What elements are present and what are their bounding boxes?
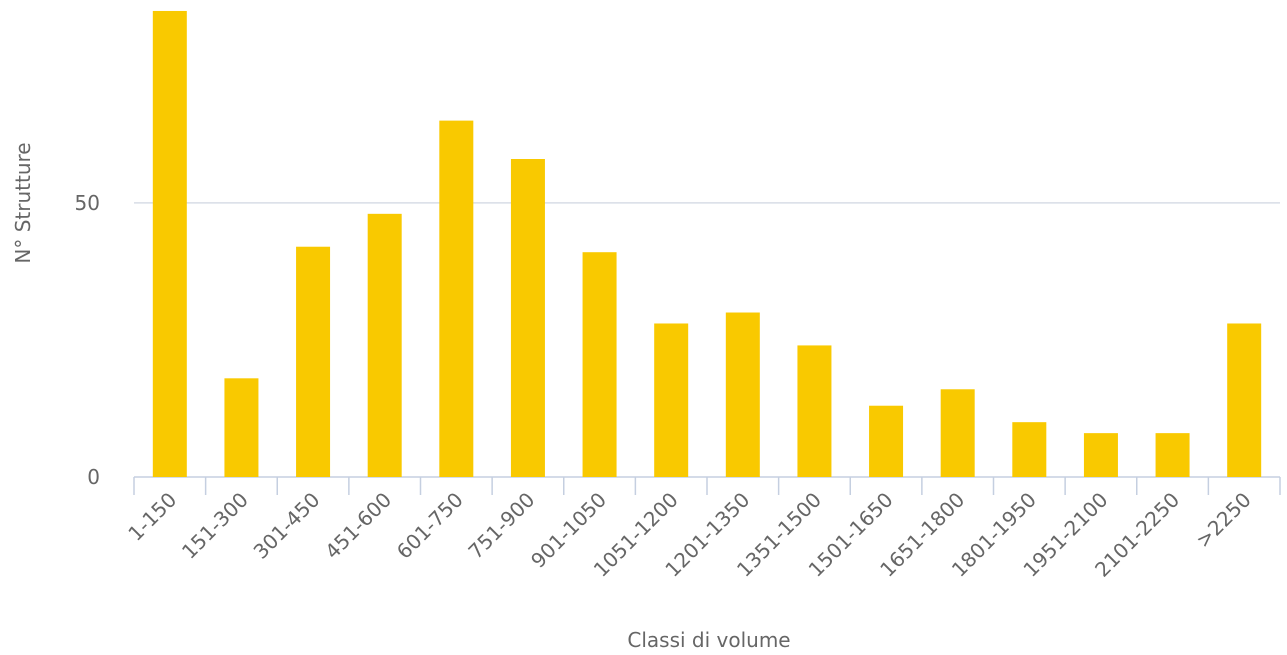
x-tick-label: 601-750 [392, 488, 468, 564]
y-tick-label: 0 [87, 465, 100, 489]
bar [1012, 422, 1047, 477]
bar [367, 213, 402, 478]
bar [1227, 323, 1262, 477]
bar [152, 10, 187, 478]
x-axis-title: Classi di volume [627, 628, 790, 652]
bar [725, 312, 760, 477]
x-tick-label: 1-150 [123, 488, 181, 546]
bar [224, 378, 259, 477]
bar [582, 252, 617, 477]
y-tick-label: 50 [75, 191, 100, 215]
bar [439, 120, 474, 477]
x-tick-label: 451-600 [320, 488, 396, 564]
bar [296, 246, 331, 477]
bar [940, 389, 975, 477]
bar [797, 345, 832, 477]
bar [654, 323, 689, 477]
x-tick-label: 751-900 [463, 488, 539, 564]
y-axis-title: N° Strutture [11, 142, 35, 263]
bar [1083, 433, 1118, 477]
x-tick-label: 301-450 [249, 488, 325, 564]
bar [869, 405, 904, 477]
bar [510, 159, 545, 477]
x-tick-label: 151-300 [177, 488, 253, 564]
bar [1155, 433, 1190, 477]
x-tick-label: >2250 [1191, 488, 1256, 553]
